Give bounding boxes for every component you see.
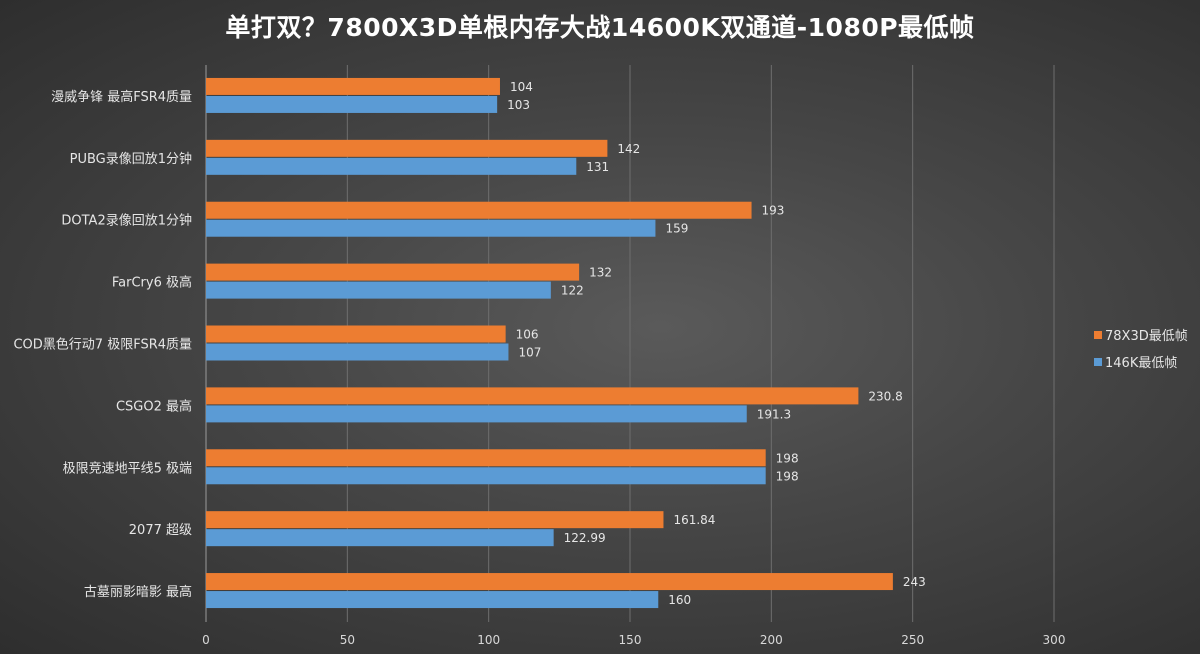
x-tick-label: 0 — [202, 633, 210, 647]
category-label: 古墓丽影暗影 最高 — [84, 584, 192, 600]
bar-78x3d — [206, 263, 580, 281]
data-label: 160 — [668, 593, 691, 607]
data-label: 131 — [586, 160, 609, 174]
bar-78x3d — [206, 201, 752, 219]
category-label: PUBG录像回放1分钟 — [70, 151, 192, 167]
category-label: 极限竞速地平线5 极端 — [63, 460, 192, 476]
data-label: 122 — [561, 284, 584, 298]
bar-78x3d — [206, 139, 608, 157]
data-label: 191.3 — [757, 407, 791, 421]
data-label: 132 — [589, 266, 612, 280]
data-label: 230.8 — [868, 389, 902, 403]
data-label: 159 — [665, 222, 688, 236]
bar-78x3d — [206, 511, 664, 529]
data-label: 107 — [518, 346, 541, 360]
category-label: 漫威争锋 最高FSR4质量 — [51, 89, 192, 105]
data-label: 104 — [510, 80, 533, 94]
bar-78x3d — [206, 77, 500, 95]
legend-label: 78X3D最低帧 — [1105, 329, 1188, 344]
category-label: FarCry6 极高 — [112, 275, 192, 291]
bar-146k — [206, 343, 509, 361]
bar-146k — [206, 591, 659, 609]
bar-78x3d — [206, 387, 859, 405]
data-label: 198 — [776, 451, 799, 465]
legend-swatch — [1094, 358, 1102, 366]
data-label: 193 — [762, 204, 785, 218]
bar-146k — [206, 405, 747, 423]
category-label: CSGO2 最高 — [116, 398, 192, 414]
bar-146k — [206, 219, 656, 237]
bar-146k — [206, 157, 577, 175]
bar-146k — [206, 467, 766, 485]
data-label: 142 — [617, 142, 640, 156]
category-label: COD黑色行动7 极限FSR4质量 — [13, 337, 192, 353]
x-tick-label: 150 — [619, 633, 642, 647]
bar-78x3d — [206, 325, 506, 343]
data-label: 106 — [516, 328, 539, 342]
data-label: 122.99 — [564, 531, 606, 545]
x-tick-label: 50 — [340, 633, 355, 647]
data-label: 198 — [776, 469, 799, 483]
category-label: 2077 超级 — [129, 523, 192, 538]
bar-146k — [206, 281, 551, 299]
category-label: DOTA2录像回放1分钟 — [61, 213, 192, 229]
bar-78x3d — [206, 449, 766, 467]
chart-title: 单打双？7800X3D单根内存大战14600K双通道-1080P最低帧 — [225, 13, 975, 42]
x-tick-label: 250 — [901, 633, 924, 647]
legend-swatch — [1094, 331, 1102, 339]
legend-label: 146K最低帧 — [1105, 356, 1177, 371]
data-label: 161.84 — [673, 513, 715, 527]
data-label: 243 — [903, 575, 926, 589]
data-label: 103 — [507, 98, 530, 112]
bar-146k — [206, 95, 498, 113]
bar-78x3d — [206, 573, 893, 591]
bar-146k — [206, 529, 554, 547]
x-tick-label: 200 — [760, 633, 783, 647]
x-tick-label: 300 — [1043, 633, 1066, 647]
x-tick-label: 100 — [477, 633, 500, 647]
